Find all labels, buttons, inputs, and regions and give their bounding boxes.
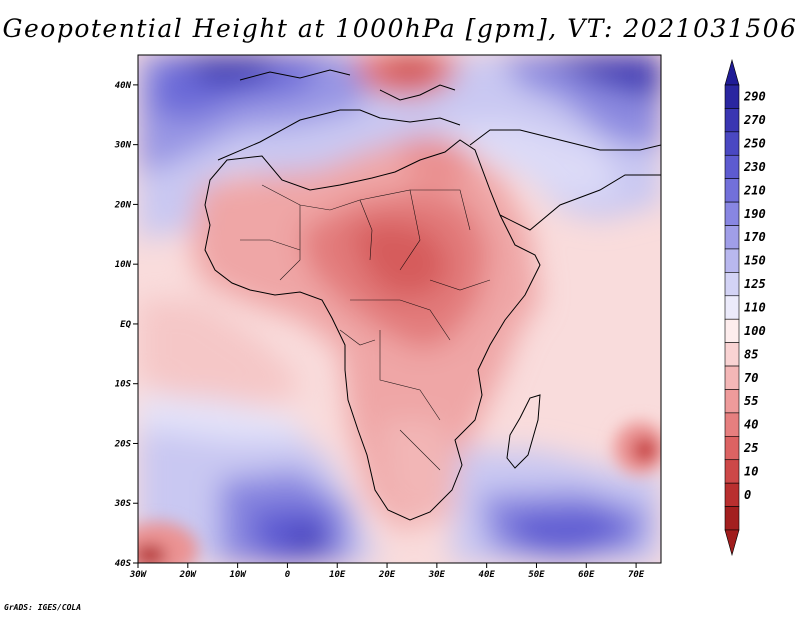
colorbar-swatch <box>724 131 740 156</box>
colorbar-swatch <box>724 272 740 297</box>
colorbar: 2902702502302101901701501251101008570554… <box>724 58 766 557</box>
colorbar-swatch <box>724 412 740 437</box>
colorbar-swatch <box>724 84 740 109</box>
colorbar-swatch <box>724 225 740 250</box>
lon-tick-label: 30E <box>428 570 446 580</box>
colorbar-swatch <box>724 342 740 367</box>
colorbar-label: 55 <box>744 394 758 408</box>
colorbar-label: 0 <box>744 488 751 502</box>
lat-tick-label: 30S <box>114 499 132 509</box>
lon-tick-label: 10E <box>329 570 346 580</box>
colorbar-swatch <box>724 295 740 320</box>
lon-tick-label: 0 <box>285 570 291 580</box>
colorbar-swatch <box>724 436 740 461</box>
lat-tick-label: EQ <box>120 320 131 330</box>
colorbar-label: 110 <box>744 301 766 315</box>
colorbar-label: 250 <box>743 137 766 151</box>
lon-tick-label: 40E <box>479 570 496 580</box>
lon-tick-label: 20E <box>378 570 396 580</box>
lat-tick-label: 40S <box>115 559 132 569</box>
plot-frame <box>137 54 662 564</box>
coastlines <box>204 69 661 521</box>
lon-tick-label: 30W <box>129 570 148 580</box>
height-field <box>138 55 661 563</box>
lat-tick-label: 30N <box>114 141 132 151</box>
colorbar-swatch <box>724 459 740 484</box>
colorbar-swatch <box>724 365 740 390</box>
lon-tick-label: 70E <box>628 570 645 580</box>
colorbar-swatch <box>724 108 740 133</box>
borders <box>240 184 491 471</box>
latitude-axis: 40N 30N 20N 10N EQ 10S 20S 30S 40S <box>114 81 138 569</box>
map-title: Geopotential Height at 1000hPa [gpm], VT… <box>2 14 798 43</box>
colorbar-label: 85 <box>744 347 758 361</box>
credit-text: GrADS: IGES/COLA <box>4 603 82 612</box>
colorbar-label: 170 <box>744 230 766 244</box>
lon-tick-label: 60E <box>578 570 595 580</box>
colorbar-label: 210 <box>743 183 766 197</box>
colorbar-label: 270 <box>743 113 766 127</box>
colorbar-label: 290 <box>743 90 766 104</box>
colorbar-label: 70 <box>744 371 758 385</box>
colorbar-swatch <box>724 506 740 531</box>
colorbar-swatch <box>724 201 740 226</box>
colorbar-label: 10 <box>744 464 758 478</box>
colorbar-swatch <box>724 318 740 343</box>
lat-tick-label: 40N <box>115 81 132 91</box>
lat-tick-label: 10N <box>115 260 132 270</box>
colorbar-label: 100 <box>744 324 766 338</box>
colorbar-label: 25 <box>743 441 758 455</box>
colorbar-top-cap <box>724 58 740 86</box>
colorbar-label: 125 <box>744 277 766 291</box>
colorbar-swatch <box>724 482 740 507</box>
longitude-axis: 30W 20W 10W 0 10E 20E 30E 40E 50E 60E 70E <box>129 563 645 580</box>
colorbar-swatch <box>724 389 740 414</box>
lat-tick-label: 20N <box>114 200 132 210</box>
colorbar-swatch <box>724 248 740 273</box>
lon-tick-label: 50E <box>528 570 545 580</box>
lat-tick-label: 10S <box>115 380 132 390</box>
colorbar-label: 150 <box>744 254 766 268</box>
colorbar-label: 230 <box>743 160 766 174</box>
colorbar-label: 40 <box>744 418 758 432</box>
colorbar-swatch <box>724 154 740 179</box>
lat-tick-label: 20S <box>114 439 132 449</box>
colorbar-label: 190 <box>744 207 766 221</box>
colorbar-swatch <box>724 178 740 203</box>
lon-tick-label: 20W <box>179 570 198 580</box>
lon-tick-label: 10W <box>229 570 247 580</box>
colorbar-bottom-cap <box>724 529 740 557</box>
